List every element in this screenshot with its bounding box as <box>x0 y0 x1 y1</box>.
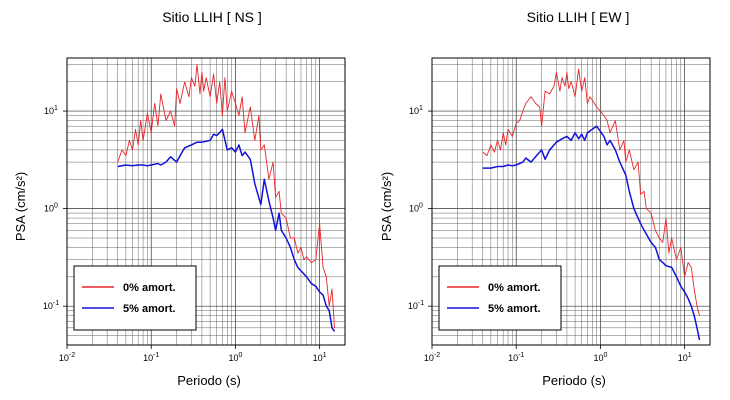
x-tick-label: 101 <box>678 352 692 363</box>
y-tick-label: 101 <box>409 105 423 116</box>
y-tick-label: 10-1 <box>408 300 424 311</box>
x-tick-label: 101 <box>313 352 327 363</box>
x-tick-label: 10-2 <box>59 352 75 363</box>
legend: 0% amort. 5% amort. <box>438 265 562 331</box>
chart-title: Sitio LLIH [ NS ] <box>162 9 262 25</box>
series-line-blue <box>117 128 336 332</box>
y-tick-label: 101 <box>44 105 58 116</box>
chart-panel-1: 10-2 10-1 100 101 10-1 100 101 Sitio LLIH [ EW … <box>379 9 711 388</box>
y-tick-label: 10-1 <box>43 300 59 311</box>
x-axis-label: Periodo (s) <box>177 373 241 388</box>
legend-label: 0% amort. <box>488 282 541 294</box>
series-line-blue <box>482 125 701 341</box>
y-tick-label: 100 <box>44 203 58 214</box>
chart-title: Sitio LLIH [ EW ] <box>527 9 630 25</box>
x-tick-label: 10-2 <box>424 352 440 363</box>
x-tick-label: 10-1 <box>143 352 159 363</box>
plot-frame <box>66 57 346 346</box>
y-axis-label: PSA (cm/s²) <box>13 172 28 241</box>
grid <box>66 58 346 346</box>
legend-label: 0% amort. <box>123 282 176 294</box>
legend: 0% amort. 5% amort. <box>73 265 197 331</box>
x-tick-label: 100 <box>593 352 607 363</box>
plot-frame <box>431 57 711 346</box>
legend-label: 5% amort. <box>123 303 176 315</box>
legend-box <box>438 265 562 331</box>
legend-label: 5% amort. <box>488 303 541 315</box>
series-line-red <box>117 64 335 328</box>
x-axis-label: Periodo (s) <box>542 373 606 388</box>
y-axis-label: PSA (cm/s²) <box>379 172 394 241</box>
series-line-red <box>482 68 700 316</box>
y-tick-label: 100 <box>409 203 423 214</box>
x-tick-label: 100 <box>228 352 242 363</box>
x-tick-label: 10-1 <box>508 352 524 363</box>
chart-panel-0: 10-2 10-1 100 101 10-1 100 101 Sitio LLIH [ NS … <box>13 9 346 388</box>
legend-box <box>73 265 197 331</box>
